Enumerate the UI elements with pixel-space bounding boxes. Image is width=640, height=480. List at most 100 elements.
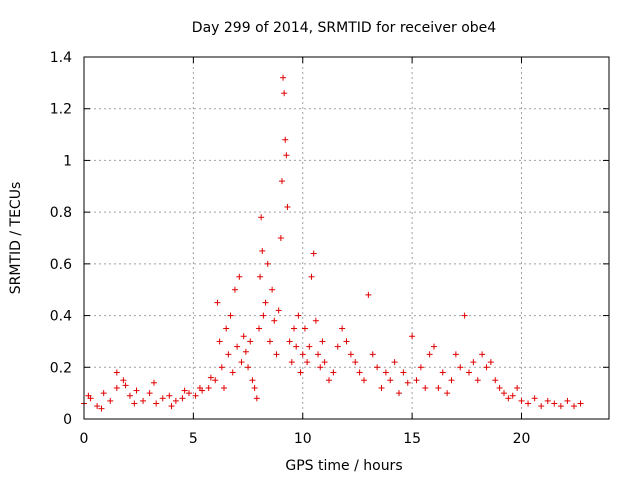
data-point	[343, 338, 350, 345]
y-axis-label: SRMTID / TECUs	[8, 182, 24, 295]
data-point	[166, 392, 173, 399]
data-point	[236, 273, 243, 280]
data-point	[361, 377, 367, 384]
data-point	[496, 384, 503, 391]
data-point	[518, 397, 525, 404]
data-point	[426, 351, 433, 358]
x-tick-label: 15	[403, 431, 421, 447]
data-point	[538, 403, 545, 410]
data-point	[457, 364, 464, 371]
data-point	[273, 351, 280, 358]
grid-layer	[84, 57, 609, 419]
x-tick-label: 10	[294, 431, 312, 447]
data-point	[301, 325, 308, 332]
y-tick-label: 0.8	[50, 205, 72, 221]
data-point	[196, 384, 203, 391]
x-axis-label: GPS time / hours	[285, 458, 402, 474]
data-point	[278, 178, 285, 185]
data-point	[258, 214, 265, 221]
data-point	[374, 364, 381, 371]
data-point	[245, 364, 252, 371]
data-point	[282, 136, 289, 143]
y-tick-label: 0.2	[50, 360, 72, 376]
data-point	[221, 384, 227, 391]
data-point	[461, 312, 468, 319]
data-point	[107, 397, 114, 404]
data-point	[218, 364, 225, 371]
data-point	[229, 369, 236, 376]
data-point	[120, 377, 127, 384]
y-tick-label: 1	[63, 153, 72, 169]
data-point	[186, 390, 192, 397]
data-point	[277, 235, 284, 241]
data-point	[409, 333, 416, 340]
plot-frame	[83, 56, 610, 420]
data-point	[291, 325, 297, 332]
data-point	[168, 403, 175, 410]
data-point	[231, 286, 238, 293]
data-point	[396, 390, 402, 397]
data-point	[264, 260, 271, 267]
data-point	[487, 359, 494, 366]
data-point	[281, 90, 288, 97]
data-point	[501, 390, 507, 397]
data-point	[391, 359, 398, 366]
data-point	[306, 343, 313, 350]
data-point	[330, 369, 337, 376]
data-point	[356, 369, 363, 376]
data-point	[509, 392, 516, 399]
data-point	[339, 325, 346, 332]
data-point	[321, 359, 328, 366]
data-point	[113, 384, 120, 391]
data-point	[249, 377, 256, 384]
data-point	[181, 387, 188, 394]
data-point	[544, 397, 551, 404]
data-point	[257, 273, 264, 280]
data-point	[283, 152, 290, 159]
data-point	[531, 395, 538, 402]
data-point	[466, 369, 472, 376]
data-point	[435, 384, 442, 391]
data-point	[299, 351, 306, 358]
data-point	[100, 390, 107, 397]
data-point	[85, 392, 92, 399]
data-point	[304, 359, 311, 366]
data-point	[352, 359, 359, 366]
data-point	[159, 395, 166, 402]
data-point	[326, 377, 332, 384]
data-point	[212, 377, 219, 384]
data-point	[293, 343, 300, 350]
data-point	[577, 400, 584, 407]
data-points	[81, 74, 584, 412]
y-tick-label: 0.4	[50, 309, 72, 325]
data-point	[140, 397, 147, 404]
x-tick-label: 0	[80, 431, 89, 447]
data-point	[297, 369, 304, 376]
data-point	[312, 317, 319, 324]
data-point	[133, 387, 140, 394]
data-point	[452, 351, 459, 358]
data-point	[444, 390, 451, 397]
data-point	[317, 364, 324, 371]
data-point	[387, 377, 394, 384]
data-point	[126, 392, 133, 399]
chart-title: Day 299 of 2014, SRMTID for receiver obe…	[192, 20, 496, 36]
data-point	[146, 390, 153, 397]
data-point	[242, 348, 249, 355]
data-point	[214, 299, 221, 306]
y-tick-label: 0	[63, 412, 72, 428]
data-point	[365, 291, 372, 298]
data-point	[122, 382, 129, 389]
data-point	[253, 395, 260, 402]
data-point	[448, 377, 455, 384]
data-point	[153, 400, 160, 407]
data-point	[271, 317, 278, 324]
data-point	[172, 397, 179, 404]
data-point	[266, 338, 273, 345]
data-point	[369, 351, 376, 358]
x-tick-label: 5	[189, 431, 198, 447]
data-point	[400, 369, 407, 376]
data-point	[413, 377, 420, 384]
data-point	[284, 203, 291, 210]
